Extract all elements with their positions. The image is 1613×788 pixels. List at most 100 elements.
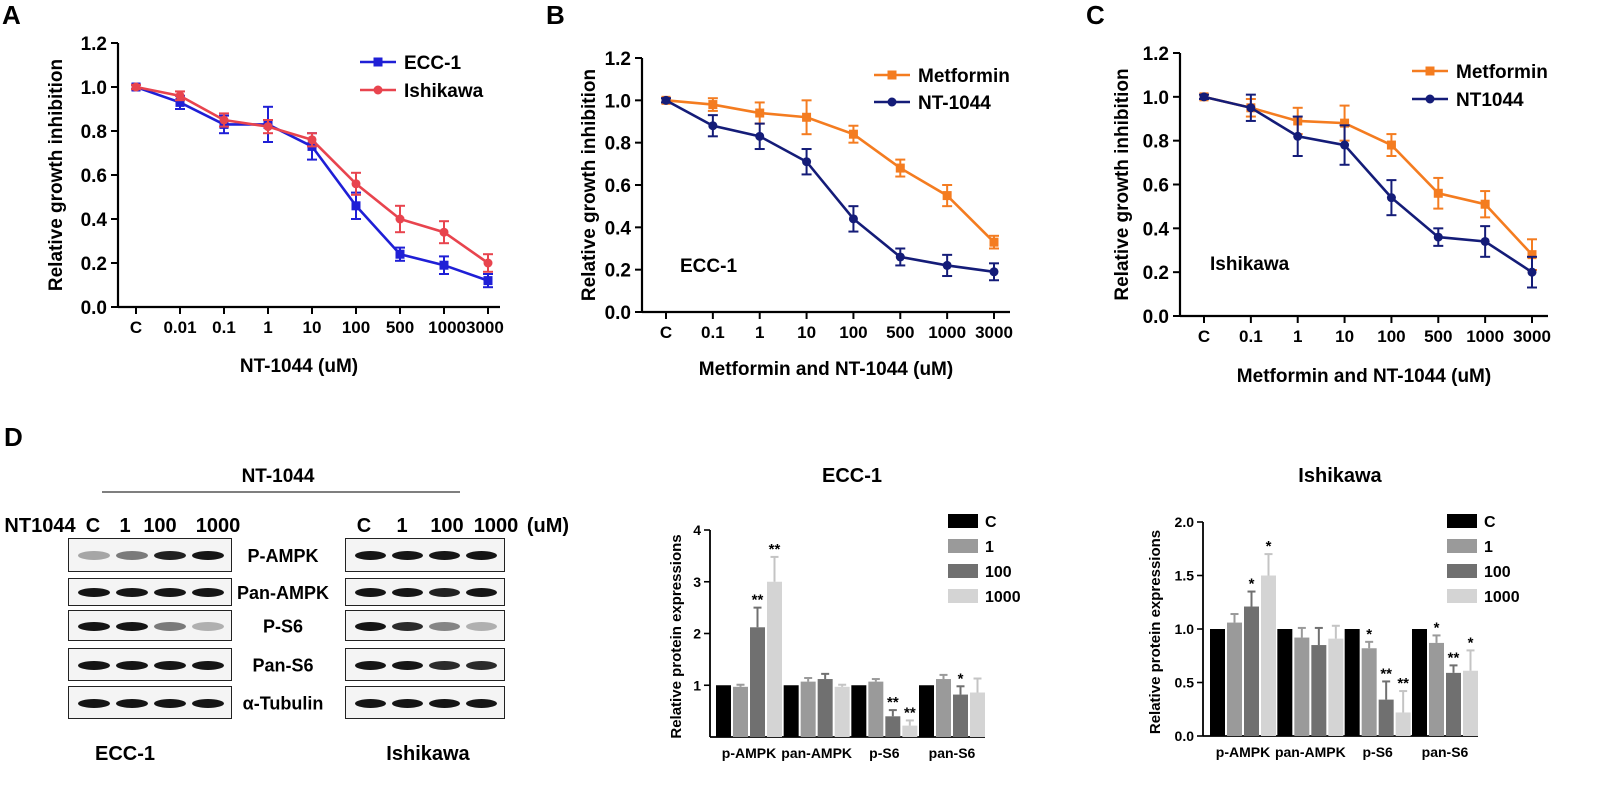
bar xyxy=(1463,670,1478,736)
data-point xyxy=(439,227,449,237)
y-tick-label: 0.5 xyxy=(1175,675,1195,691)
blot-band xyxy=(355,660,386,670)
legend-swatch xyxy=(1447,514,1477,528)
blot-protein-label: Pan-S6 xyxy=(252,656,313,676)
x-tick-label: 10 xyxy=(303,318,322,337)
significance-mark: * xyxy=(1266,538,1272,555)
data-point xyxy=(175,97,185,107)
y-tick-label: 0.2 xyxy=(81,254,107,275)
data-point xyxy=(351,179,361,189)
blot-band xyxy=(355,588,386,597)
bar xyxy=(750,627,765,737)
legend-label: C xyxy=(1484,514,1496,531)
legend-label: 100 xyxy=(1484,564,1511,581)
blot-band xyxy=(192,551,224,560)
data-point xyxy=(848,214,858,224)
blot-band xyxy=(355,551,386,560)
data-point xyxy=(263,122,273,132)
data-point xyxy=(483,276,493,286)
bar xyxy=(1210,629,1225,736)
bar xyxy=(1344,629,1360,736)
blot-band xyxy=(116,588,148,597)
data-point xyxy=(395,249,405,259)
blot-ishikawa-row xyxy=(345,686,505,719)
y-tick-label: 2 xyxy=(693,626,701,642)
blot-band xyxy=(429,588,460,597)
bar xyxy=(919,685,934,737)
bar xyxy=(800,681,816,737)
blot-lane-header: 1 xyxy=(119,515,130,537)
y-tick-label: 0.0 xyxy=(1175,728,1195,744)
legend-marker xyxy=(373,85,383,95)
data-point xyxy=(989,237,999,247)
bar xyxy=(716,685,731,737)
x-axis-label: Metformin and NT-1044 (uM) xyxy=(1237,366,1491,387)
chart-annotation: ECC-1 xyxy=(680,256,737,277)
blot-protein-label: P-AMPK xyxy=(248,546,319,566)
blot-band xyxy=(78,621,110,631)
significance-mark: ** xyxy=(887,694,899,711)
blot-protein-label: Pan-AMPK xyxy=(237,583,329,603)
blot-band xyxy=(466,551,497,560)
blot-ecc1-row xyxy=(68,538,232,572)
x-tick-label: 10003000 xyxy=(428,318,504,337)
data-point xyxy=(1527,250,1537,260)
blot-band xyxy=(466,698,497,708)
data-point xyxy=(895,163,905,173)
y-tick-label: 0.0 xyxy=(81,298,107,319)
blot-ishikawa-row xyxy=(345,538,505,572)
x-tick-label: 0.1 xyxy=(212,318,236,337)
data-point xyxy=(661,95,671,105)
blot-lane-header: C xyxy=(357,515,371,537)
x-tick-label: C xyxy=(660,323,672,342)
blot-lane-header: NT1044 xyxy=(4,515,76,537)
blot-ecc1-row xyxy=(68,686,232,719)
data-point xyxy=(131,82,141,92)
x-tick-label: 1000 xyxy=(928,323,966,342)
y-axis-label: Relative protein expressions xyxy=(1147,530,1164,734)
blot-band xyxy=(154,621,186,631)
x-tick-label: 3000 xyxy=(975,323,1013,342)
blot-band xyxy=(392,551,423,560)
y-tick-label: 1.0 xyxy=(1175,621,1195,637)
bar xyxy=(1378,699,1394,736)
blot-ishikawa-row xyxy=(345,578,505,606)
blot-band xyxy=(116,698,148,708)
blot-band xyxy=(154,551,186,560)
data-point xyxy=(483,258,493,268)
bar xyxy=(1244,606,1259,736)
blot-band xyxy=(78,660,110,670)
data-point xyxy=(1433,232,1443,242)
blot-treatment-label: NT-1044 xyxy=(242,466,315,487)
y-tick-label: 1.0 xyxy=(81,78,107,99)
legend-swatch xyxy=(948,539,978,553)
x-tick-label: C xyxy=(1198,327,1210,346)
line-chart-b: 0.0 0.2 0.4 0.6 0.8 1.0 1.2 C 0.1 1 10 100 500 1000 30… xyxy=(579,49,1013,380)
series-line xyxy=(665,99,995,274)
bar xyxy=(733,686,748,737)
legend-swatch xyxy=(948,564,978,578)
y-axis-label: Relative growth inhibition xyxy=(46,59,67,291)
blot-band xyxy=(429,698,460,708)
data-point xyxy=(942,260,952,270)
y-axis-label: Relative protein expressions xyxy=(668,534,685,738)
x-tick-label: pan-AMPK xyxy=(781,745,852,761)
bar xyxy=(1429,642,1444,736)
blot-band xyxy=(154,588,186,597)
blot-ishikawa-row xyxy=(345,648,505,681)
data-point xyxy=(989,267,999,277)
blot-band xyxy=(192,660,224,670)
blot-band xyxy=(429,621,460,631)
data-point xyxy=(351,201,361,211)
blot-protein-label: P-S6 xyxy=(263,617,303,637)
y-tick-label: 1 xyxy=(693,677,701,693)
blot-lane-header: 1000 xyxy=(474,515,519,537)
x-tick-label: 0.1 xyxy=(1239,327,1263,346)
blot-lane-header: 1000 xyxy=(196,515,241,537)
y-tick-label: 0.8 xyxy=(605,134,631,155)
blot-band xyxy=(429,660,460,670)
bar xyxy=(1412,629,1427,736)
legend-marker xyxy=(887,97,897,107)
data-point xyxy=(1246,103,1256,113)
series-ecc-1 xyxy=(131,82,493,289)
